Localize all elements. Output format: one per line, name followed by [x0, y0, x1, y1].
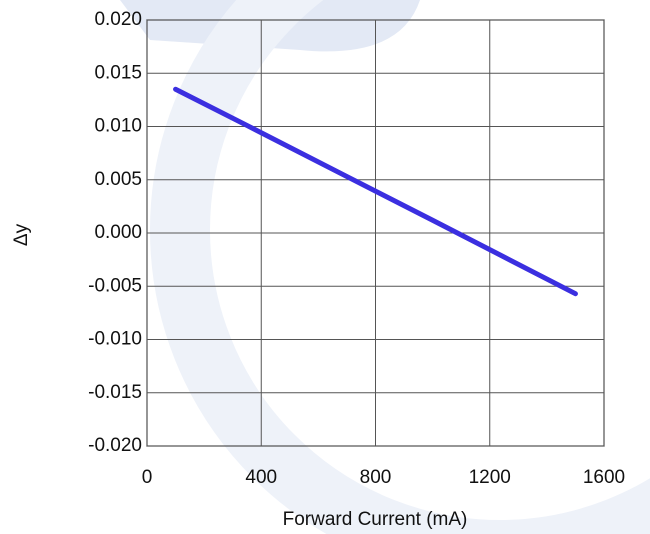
data-line [173, 86, 578, 297]
y-tick-label: 0.005 [94, 169, 142, 190]
x-tick-label: 0 [142, 467, 153, 488]
y-tick-label: 0.015 [94, 62, 142, 83]
y-tick-label: -0.005 [88, 275, 142, 296]
y-tick-label: 0.010 [94, 116, 142, 137]
y-tick-label: -0.010 [88, 329, 142, 350]
x-tick-label: 800 [360, 467, 392, 488]
y-axis-label: Δy [11, 223, 32, 246]
y-tick-label: -0.020 [88, 435, 142, 456]
y-tick-label: 0.000 [94, 222, 142, 243]
x-tick-label: 1200 [469, 467, 511, 488]
x-tick-label: 400 [245, 467, 277, 488]
x-tick-label: 1600 [583, 467, 625, 488]
x-axis-label: Forward Current (mA) [283, 509, 468, 530]
y-tick-label: -0.015 [88, 382, 142, 403]
watermark [120, 0, 650, 534]
y-tick-label: 0.020 [94, 9, 142, 30]
